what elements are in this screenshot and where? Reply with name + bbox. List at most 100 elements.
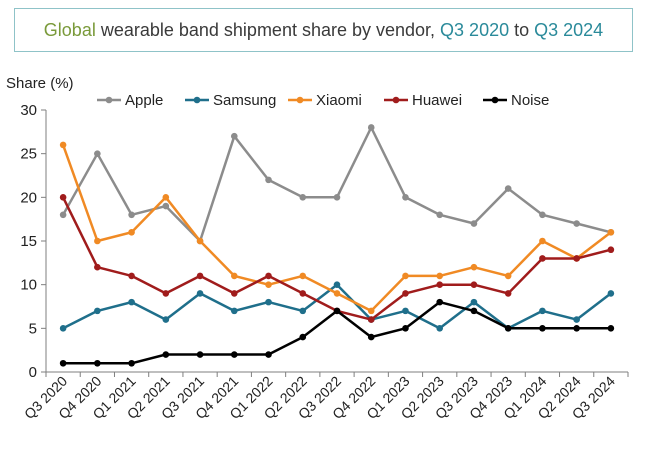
data-point-huawei: [470, 281, 478, 288]
data-point-apple: [128, 211, 135, 219]
data-point-huawei: [402, 290, 409, 297]
data-point-apple: [162, 202, 170, 210]
data-point-noise: [333, 307, 341, 315]
data-point-huawei: [299, 290, 307, 297]
data-point-samsung: [436, 325, 444, 332]
y-tick-label: 25: [20, 146, 37, 163]
data-point-xiaomi: [230, 272, 238, 280]
data-point-noise: [196, 351, 204, 358]
y-axis-label: Share (%): [6, 75, 74, 92]
data-point-xiaomi: [59, 141, 67, 149]
data-point-samsung: [470, 298, 478, 306]
data-point-samsung: [539, 307, 546, 315]
data-point-xiaomi: [94, 237, 101, 245]
data-point-huawei: [162, 290, 170, 297]
data-point-huawei: [436, 281, 444, 288]
y-tick-label: 15: [20, 233, 37, 250]
data-point-apple: [367, 124, 375, 131]
data-point-apple: [539, 211, 546, 219]
data-point-huawei: [230, 290, 238, 297]
legend-marker-xiaomi: [296, 96, 304, 104]
data-point-apple: [436, 211, 444, 219]
data-point-samsung: [333, 281, 341, 288]
data-point-xiaomi: [333, 290, 341, 297]
data-point-noise: [128, 359, 135, 367]
title-part-to: to: [509, 19, 535, 40]
legend-marker-samsung: [193, 96, 201, 104]
data-point-xiaomi: [607, 228, 615, 236]
data-point-noise: [573, 325, 580, 332]
chart-title: Global wearable band shipment share by v…: [14, 8, 633, 52]
legend-label-huawei: Huawei: [412, 92, 462, 109]
data-point-huawei: [607, 246, 615, 254]
data-point-samsung: [128, 298, 135, 306]
series-line-apple: [62, 126, 612, 243]
y-tick-label: 5: [29, 320, 37, 337]
data-point-xiaomi: [436, 272, 444, 280]
title-part-start: Q3 2020: [440, 19, 510, 40]
data-point-huawei: [265, 272, 272, 280]
data-point-samsung: [607, 290, 615, 297]
data-point-huawei: [59, 194, 67, 201]
data-point-xiaomi: [196, 237, 204, 245]
data-point-noise: [504, 325, 512, 332]
data-point-huawei: [504, 290, 512, 297]
data-point-huawei: [196, 272, 204, 280]
legend-label-noise: Noise: [511, 92, 549, 109]
data-point-xiaomi: [539, 237, 546, 245]
data-point-noise: [402, 325, 409, 332]
data-point-huawei: [94, 263, 101, 271]
data-point-samsung: [162, 316, 170, 323]
legend-label-samsung: Samsung: [213, 92, 276, 109]
series-line-huawei: [61, 196, 612, 321]
data-point-apple: [402, 194, 409, 201]
data-point-xiaomi: [470, 263, 478, 271]
data-point-apple: [230, 132, 238, 140]
data-point-noise: [367, 333, 375, 341]
title-part-global: Global: [43, 19, 96, 40]
data-point-samsung: [94, 307, 101, 315]
data-point-apple: [59, 211, 67, 219]
data-point-xiaomi: [128, 228, 135, 236]
data-point-xiaomi: [504, 272, 512, 280]
data-point-apple: [94, 150, 101, 157]
data-point-xiaomi: [402, 272, 409, 280]
data-point-apple: [470, 220, 478, 227]
data-point-huawei: [573, 255, 580, 262]
title-part-end: Q3 2024: [534, 19, 604, 40]
data-point-xiaomi: [367, 307, 375, 315]
data-point-noise: [607, 325, 615, 332]
data-point-huawei: [367, 316, 375, 323]
legend-label-xiaomi: Xiaomi: [316, 92, 362, 109]
data-point-noise: [59, 359, 67, 367]
legend-marker-apple: [105, 96, 113, 104]
title-part-main: wearable band shipment share by vendor,: [95, 19, 441, 40]
data-point-samsung: [299, 307, 307, 315]
data-point-noise: [265, 351, 272, 358]
data-point-noise: [94, 359, 101, 367]
y-tick-label: 10: [20, 277, 37, 294]
data-point-noise: [539, 325, 546, 332]
data-point-noise: [436, 298, 444, 306]
data-point-samsung: [230, 307, 238, 315]
data-point-huawei: [128, 272, 135, 280]
data-point-apple: [573, 220, 580, 227]
data-point-noise: [162, 351, 170, 358]
data-point-apple: [299, 194, 307, 201]
data-point-samsung: [265, 298, 272, 306]
data-point-noise: [470, 307, 478, 315]
data-point-xiaomi: [265, 281, 272, 288]
y-tick-label: 20: [20, 189, 37, 206]
data-point-apple: [265, 176, 272, 184]
data-point-samsung: [402, 307, 409, 315]
data-point-samsung: [59, 325, 67, 332]
data-point-apple: [333, 194, 341, 201]
legend-label-apple: Apple: [125, 92, 163, 109]
y-tick-label: 30: [20, 102, 37, 119]
data-point-samsung: [196, 290, 204, 297]
data-point-noise: [230, 351, 238, 358]
data-point-samsung: [573, 316, 580, 323]
legend-marker-huawei: [392, 96, 400, 104]
legend-marker-noise: [491, 96, 499, 104]
